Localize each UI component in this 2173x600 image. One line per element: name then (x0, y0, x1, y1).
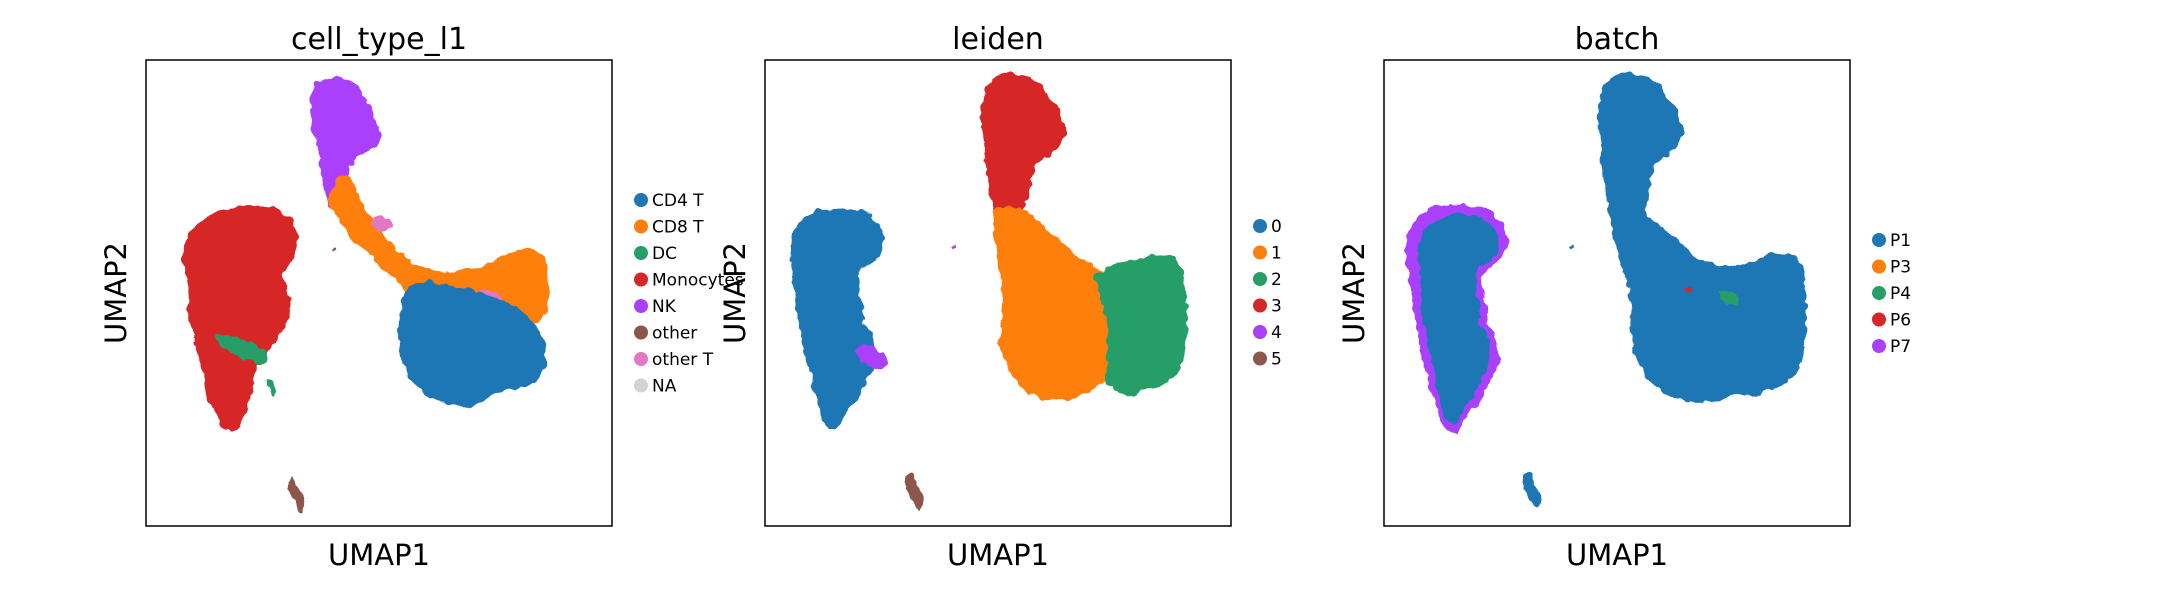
cluster-5 (904, 475, 925, 511)
legend-label: P7 (1890, 337, 1911, 357)
legend-marker (1253, 325, 1267, 339)
legend: 0 1 2 3 4 5 (1253, 217, 1282, 370)
cluster-cd4-t (398, 282, 547, 407)
legend-marker (634, 219, 648, 234)
cluster-other (287, 479, 306, 513)
legend-label: 0 (1271, 217, 1282, 237)
legend-label: 5 (1271, 350, 1282, 370)
cluster-small-bottom (1521, 473, 1542, 509)
legend-label: P4 (1890, 284, 1911, 304)
cluster-dc (216, 335, 268, 365)
x-axis-label: UMAP1 (947, 538, 1049, 572)
legend-label: other (652, 324, 697, 344)
panel-cell-type-l1: cell_type_l1 UMAP1 UMAP2 CD4 T CD8 T DC Mon… (99, 22, 744, 572)
cluster-marks (1405, 72, 1807, 509)
legend: CD4 T CD8 T DC Monocytes NK other other T NA (634, 191, 744, 397)
legend-label: 1 (1271, 244, 1282, 264)
legend-marker (1253, 272, 1267, 286)
cluster-marks (182, 76, 550, 513)
legend-marker (1872, 286, 1886, 300)
legend-label: NK (652, 297, 677, 317)
cluster-dc-tail (266, 378, 276, 396)
panel-title: leiden (952, 22, 1044, 57)
plot-frame (1383, 59, 1851, 527)
y-axis-label: UMAP2 (99, 242, 133, 344)
legend-label: NA (652, 377, 677, 397)
cluster-3 (981, 72, 1067, 216)
legend-label: P3 (1890, 258, 1911, 278)
legend-label: 4 (1271, 323, 1282, 343)
cluster-0 (789, 207, 885, 431)
legend-label: CD8 T (652, 218, 704, 238)
cluster-cd8-t (328, 175, 550, 323)
legend-marker (634, 193, 648, 207)
legend-marker (634, 325, 648, 340)
cluster-marks (789, 72, 1188, 511)
legend-marker (1253, 245, 1267, 260)
legend-marker (634, 299, 648, 313)
plot-frame (145, 59, 613, 527)
legend-marker (1872, 259, 1886, 274)
legend-marker (1872, 339, 1886, 353)
panel-leiden: leiden UMAP1 UMAP2 0 1 2 3 4 5 (718, 22, 1282, 572)
legend-label: CD4 T (652, 191, 704, 211)
legend-marker (634, 272, 648, 287)
y-axis-label: UMAP2 (1337, 242, 1371, 344)
panel-title: cell_type_l1 (291, 22, 467, 57)
legend-label: 2 (1271, 270, 1282, 290)
cluster-4 (856, 344, 889, 370)
legend-marker (1872, 312, 1886, 327)
cluster-1 (993, 206, 1112, 401)
cluster-small-dot (1566, 242, 1576, 250)
legend: P1 P3 P4 P6 P7 (1872, 231, 1911, 357)
cluster-p6-spots (1684, 286, 1692, 294)
cluster-4-dot (949, 242, 959, 250)
x-axis-label: UMAP1 (1566, 538, 1668, 572)
legend-marker (634, 378, 648, 393)
cluster-p1-main (1598, 72, 1807, 403)
legend-label: P1 (1890, 231, 1911, 251)
legend-label: 3 (1271, 297, 1282, 317)
cluster-p4-spots (1720, 290, 1739, 306)
x-axis-label: UMAP1 (328, 538, 430, 572)
legend-marker (634, 246, 648, 260)
legend-marker (1253, 298, 1267, 313)
legend-label: P6 (1890, 311, 1911, 331)
cluster-p1-left (1417, 213, 1500, 424)
cluster-2 (1095, 254, 1188, 395)
legend-marker (1253, 351, 1267, 366)
panel-title: batch (1575, 22, 1660, 57)
cluster-other-t (371, 215, 392, 234)
legend-label: other T (652, 350, 714, 370)
cluster-monocytes (182, 205, 298, 432)
legend-marker (634, 352, 648, 366)
cluster-nk (310, 76, 384, 210)
legend-label: Monocytes (652, 271, 744, 291)
legend-label: DC (652, 244, 677, 264)
legend-marker (1253, 219, 1267, 233)
panel-batch: batch UMAP1 UMAP2 P1 P3 P4 P6 P7 (1337, 22, 1911, 572)
y-axis-label: UMAP2 (718, 242, 752, 344)
cluster-other-dot (330, 246, 338, 254)
plot-frame (764, 59, 1232, 527)
legend-marker (1872, 233, 1886, 247)
